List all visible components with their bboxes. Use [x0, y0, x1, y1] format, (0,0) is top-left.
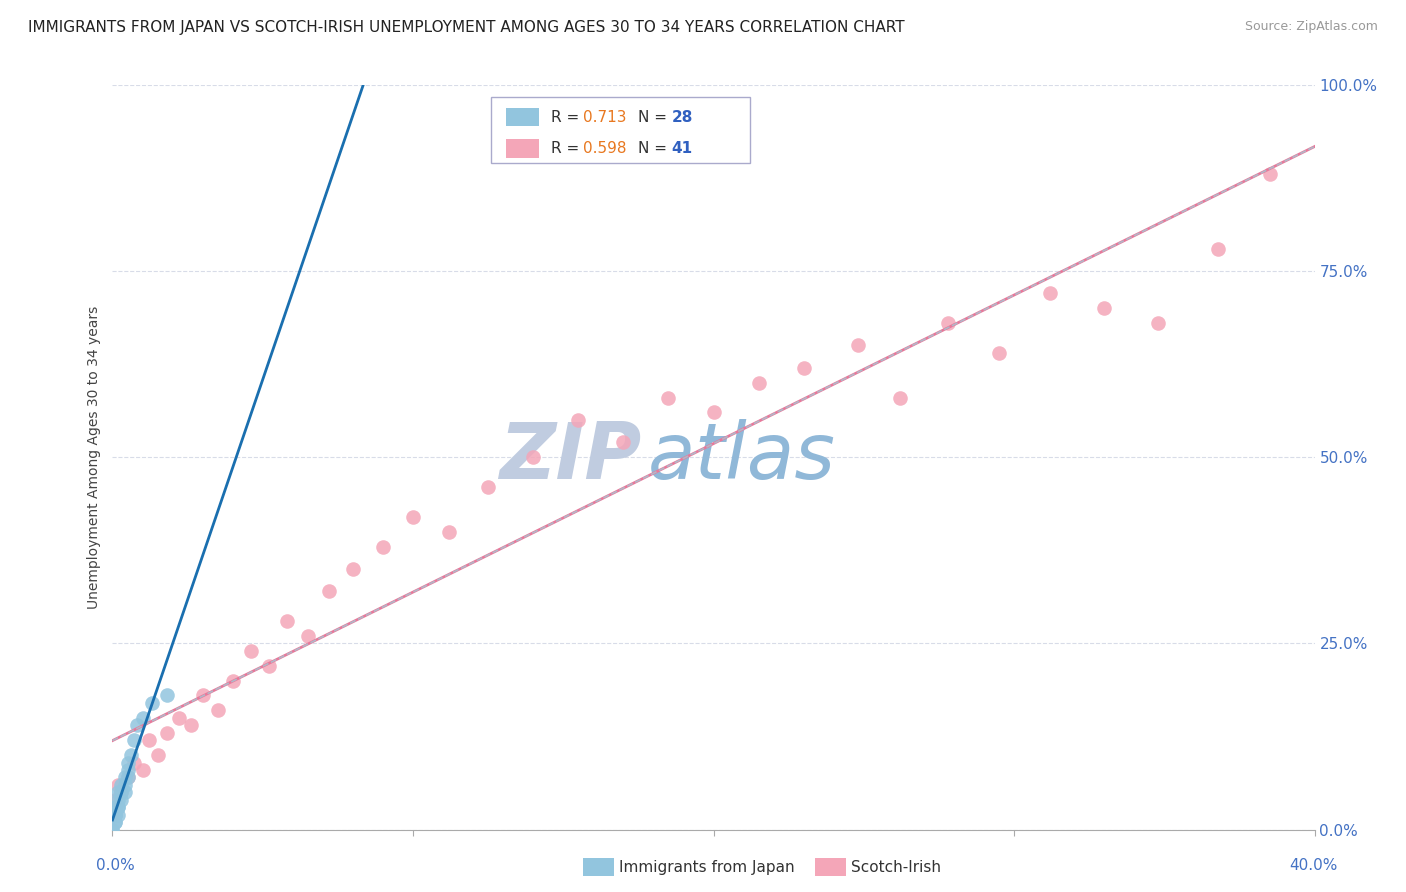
Point	[477, 480, 499, 494]
Text: 40.0%: 40.0%	[1289, 858, 1337, 872]
FancyBboxPatch shape	[491, 97, 749, 163]
Point	[522, 450, 544, 465]
Point	[114, 785, 136, 799]
Point	[138, 733, 160, 747]
Point	[222, 673, 245, 688]
Point	[131, 763, 153, 777]
Point	[107, 807, 129, 822]
Point	[702, 405, 725, 419]
Point	[107, 785, 129, 799]
FancyBboxPatch shape	[506, 139, 540, 158]
Point	[107, 778, 129, 792]
Point	[402, 509, 425, 524]
Point	[110, 785, 132, 799]
Point	[988, 346, 1011, 360]
Text: ZIP: ZIP	[499, 419, 641, 495]
Point	[167, 711, 190, 725]
Point	[748, 376, 770, 390]
Point	[257, 658, 280, 673]
Point	[110, 793, 132, 807]
Point	[107, 800, 129, 814]
Point	[114, 778, 136, 792]
Point	[936, 316, 959, 330]
Point	[104, 807, 127, 822]
Point	[155, 689, 177, 703]
Text: atlas: atlas	[647, 419, 835, 495]
Point	[318, 584, 340, 599]
Point	[567, 413, 589, 427]
Point	[1208, 242, 1230, 256]
Text: 0.0%: 0.0%	[96, 858, 135, 872]
Point	[104, 807, 127, 822]
Text: 0.598: 0.598	[582, 141, 626, 156]
Point	[239, 644, 262, 658]
Text: Immigrants from Japan: Immigrants from Japan	[619, 860, 794, 874]
Point	[101, 822, 124, 837]
Point	[131, 711, 153, 725]
Point	[846, 338, 869, 352]
Point	[117, 771, 139, 785]
Text: R =: R =	[551, 110, 585, 125]
Point	[1147, 316, 1170, 330]
Text: N =: N =	[638, 141, 672, 156]
Point	[141, 696, 163, 710]
Point	[1039, 286, 1062, 301]
Point	[117, 763, 139, 777]
Text: R =: R =	[551, 141, 585, 156]
Point	[110, 778, 132, 792]
Text: IMMIGRANTS FROM JAPAN VS SCOTCH-IRISH UNEMPLOYMENT AMONG AGES 30 TO 34 YEARS COR: IMMIGRANTS FROM JAPAN VS SCOTCH-IRISH UN…	[28, 20, 904, 35]
Point	[107, 800, 129, 814]
Point	[371, 540, 394, 554]
Point	[125, 718, 148, 732]
Point	[1258, 167, 1281, 181]
Y-axis label: Unemployment Among Ages 30 to 34 years: Unemployment Among Ages 30 to 34 years	[87, 306, 101, 608]
Point	[793, 360, 815, 375]
Text: 0.713: 0.713	[582, 110, 626, 125]
Point	[207, 703, 229, 717]
Text: 41: 41	[672, 141, 693, 156]
Text: 28: 28	[672, 110, 693, 125]
Point	[191, 689, 214, 703]
Point	[117, 771, 139, 785]
Point	[104, 815, 127, 830]
Text: Scotch-Irish: Scotch-Irish	[851, 860, 941, 874]
Point	[104, 793, 127, 807]
Point	[114, 771, 136, 785]
Text: Source: ZipAtlas.com: Source: ZipAtlas.com	[1244, 20, 1378, 33]
Point	[101, 807, 124, 822]
Point	[104, 807, 127, 822]
Point	[437, 524, 460, 539]
FancyBboxPatch shape	[506, 108, 540, 127]
Point	[104, 815, 127, 830]
Point	[180, 718, 202, 732]
Point	[146, 747, 169, 762]
Point	[612, 435, 634, 450]
Point	[657, 391, 679, 405]
Point	[101, 822, 124, 837]
Point	[104, 800, 127, 814]
Point	[889, 391, 911, 405]
Point	[120, 747, 142, 762]
Point	[155, 725, 177, 739]
Point	[342, 562, 364, 576]
Point	[117, 756, 139, 770]
Point	[1092, 301, 1115, 316]
Point	[107, 793, 129, 807]
Point	[276, 614, 298, 628]
Point	[122, 733, 145, 747]
Point	[122, 756, 145, 770]
Point	[297, 629, 319, 643]
Text: N =: N =	[638, 110, 672, 125]
Point	[110, 785, 132, 799]
